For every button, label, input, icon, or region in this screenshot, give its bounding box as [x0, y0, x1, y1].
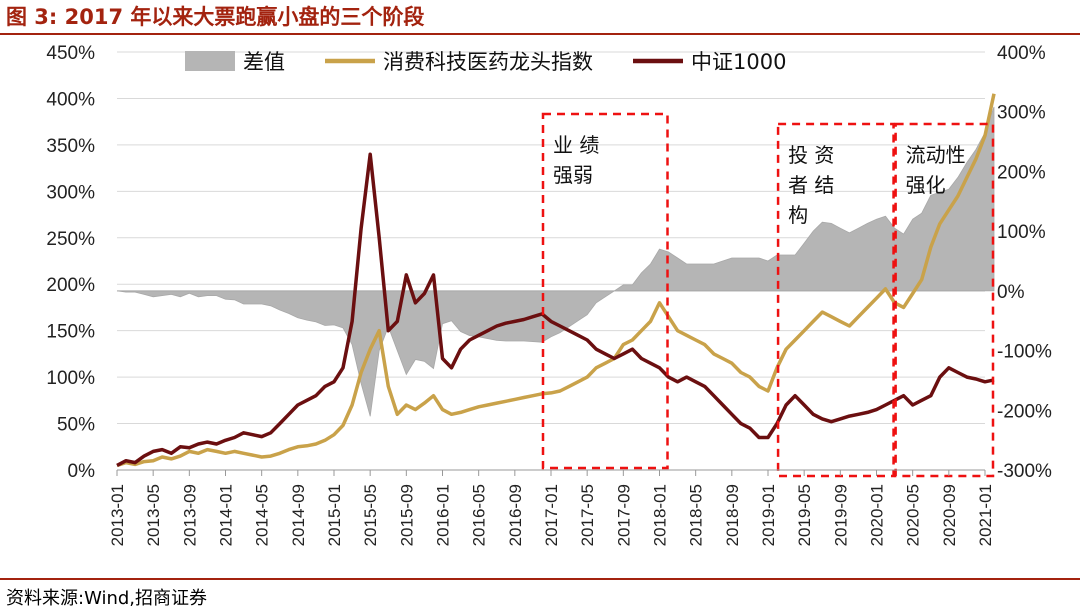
annotation-label: 业 绩: [553, 133, 599, 157]
x-tick-label: 2018-01: [651, 484, 670, 546]
y-left-tick-label: 450%: [46, 43, 95, 64]
source-note: 资料来源:Wind,招商证券: [6, 588, 208, 609]
x-tick-label: 2017-01: [542, 484, 561, 546]
series-line-leaders-index: [116, 93, 996, 468]
x-tick-label: 2014-09: [289, 484, 308, 546]
series-line-layer: [116, 93, 996, 468]
x-tick-label: 2015-01: [325, 484, 344, 546]
y-left-tick-label: 200%: [46, 275, 95, 296]
annotation-label: 投 资: [788, 143, 834, 167]
y-left-tick-label: 150%: [46, 322, 95, 343]
y-right-tick-label: 300%: [997, 103, 1046, 124]
legend-label: 中证1000: [691, 50, 786, 74]
x-tick-label: 2015-05: [361, 484, 380, 546]
x-tick-label: 2017-05: [578, 484, 597, 546]
x-tick-label: 2013-09: [180, 484, 199, 546]
gridlines: [117, 51, 985, 425]
x-tick-label: 2014-01: [217, 484, 236, 546]
y-left-tick-label: 350%: [46, 136, 95, 157]
x-tick-label: 2020-05: [904, 484, 923, 546]
y-left-tick-label: 0%: [68, 461, 96, 482]
annotation-box: [894, 122, 995, 478]
footer-rule: [0, 578, 1080, 580]
x-tick-label: 2018-09: [723, 484, 742, 546]
x-tick-label: 2019-09: [831, 484, 850, 546]
x-tick-label: 2021-01: [976, 484, 995, 546]
annotation-label: 流动性: [906, 143, 966, 167]
legend-label: 差值: [243, 50, 285, 74]
annotation-box: [776, 122, 895, 478]
y-left-tick-label: 50%: [57, 415, 95, 436]
annotation-label: 强弱: [553, 163, 593, 187]
x-tick-label: 2016-05: [470, 484, 489, 546]
y-right-tick-label: 200%: [997, 162, 1046, 183]
x-tick-label: 2013-05: [144, 484, 163, 546]
legend-label: 消费科技医药龙头指数: [383, 50, 593, 74]
x-tick-label: 2019-05: [795, 484, 814, 546]
y-right-tick-label: 400%: [997, 43, 1046, 64]
x-tick-label: 2013-01: [108, 484, 127, 546]
x-tick-label: 2020-01: [868, 484, 887, 546]
y-right-tick-label: -100%: [997, 342, 1052, 363]
annotation-box: [541, 112, 669, 470]
x-tick-label: 2018-05: [687, 484, 706, 546]
x-tick-label: 2016-09: [506, 484, 525, 546]
y-left-tick-label: 250%: [46, 229, 95, 250]
legend-swatch-diff: [185, 51, 235, 71]
y-left-tick-label: 300%: [46, 182, 95, 203]
y-left-tick-label: 400%: [46, 89, 95, 110]
x-tick-label: 2019-01: [759, 484, 778, 546]
series-line-csi1000: [116, 152, 995, 467]
x-tick-label: 2020-09: [940, 484, 959, 546]
x-tick-label: 2014-05: [253, 484, 272, 546]
x-tick-label: 2016-01: [434, 484, 453, 546]
chart-title: 图 3: 2017 年以来大票跑赢小盘的三个阶段: [6, 5, 425, 29]
x-tick-label: 2017-09: [614, 484, 633, 546]
y-right-tick-label: -200%: [997, 401, 1052, 422]
title-rule: [0, 33, 1080, 35]
y-right-tick-label: 100%: [997, 222, 1046, 243]
annotation-label: 者 结: [788, 173, 834, 197]
y-left-tick-label: 100%: [46, 368, 95, 389]
axes-layer: 0% 50% 100% 150% 200% 250% 300% 350% 400% 450% -30…: [46, 43, 1052, 546]
y-right-tick-label: -300%: [997, 461, 1052, 482]
x-tick-label: 2015-09: [397, 484, 416, 546]
annotation-label: 构: [788, 203, 808, 227]
y-right-tick-label: 0%: [997, 282, 1025, 303]
legend: 差值 消费科技医药龙头指数 中证1000: [185, 50, 786, 74]
annotation-label: 强化: [906, 173, 946, 197]
